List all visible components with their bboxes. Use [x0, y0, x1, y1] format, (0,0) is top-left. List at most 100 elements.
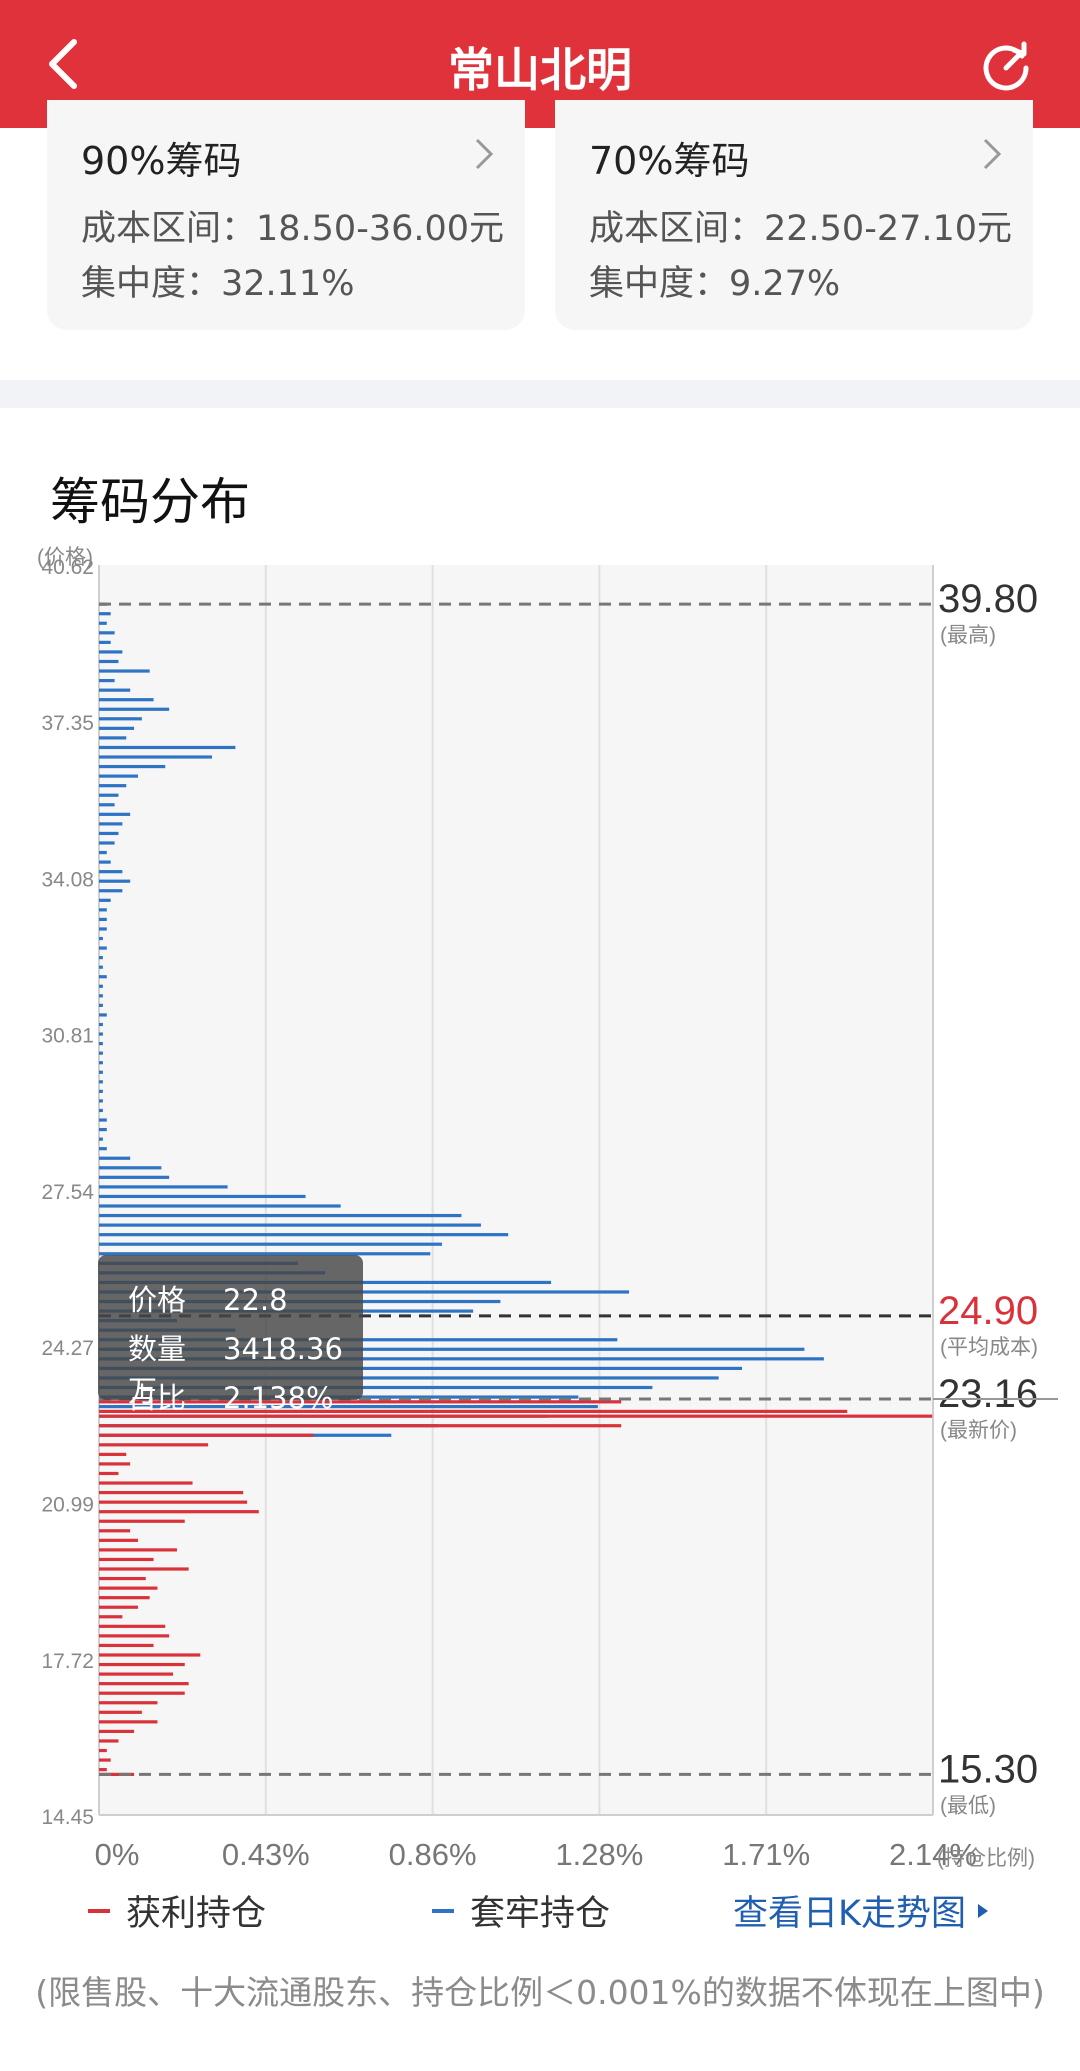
chart-bar [99, 707, 170, 711]
chart-bar [99, 917, 107, 922]
legend-profit-label: 获利持仓 [126, 1894, 267, 1934]
chart-bar [99, 698, 154, 702]
chart-bar [99, 1080, 103, 1084]
reference-note-label: (最高) [940, 624, 996, 647]
chart-bar [99, 822, 123, 826]
legend-profit-swatch [88, 1908, 110, 1913]
chart-bar [99, 1414, 933, 1418]
chart-bar [99, 669, 150, 673]
y-tick-label: 14.45 [41, 1806, 94, 1829]
view-kline-link[interactable]: 查看日K走势图 [733, 1885, 992, 1936]
chart-bar [99, 1156, 131, 1160]
chart-bar [99, 1481, 193, 1485]
chart-bar [99, 1462, 131, 1466]
section-title: 筹码分布 [50, 473, 250, 531]
cost-range: 成本区间：18.50-36.00元 [81, 209, 505, 249]
y-tick-label: 17.72 [41, 1650, 94, 1673]
chart-bar [99, 1586, 158, 1590]
chart-bar [99, 1729, 135, 1734]
chart-bar [99, 1213, 462, 1218]
chart-bar [99, 1022, 103, 1027]
chart-bar [99, 975, 107, 979]
legend-trapped-swatch [432, 1908, 454, 1913]
chart-bar [99, 1433, 314, 1437]
chart-bar [99, 1376, 719, 1380]
chart-bar [99, 1567, 189, 1571]
chart-bar [99, 908, 107, 912]
x-unit-label: (持仓比例) [937, 1847, 1035, 1870]
plot-area [99, 565, 933, 1815]
chart-bar [99, 1624, 166, 1628]
section-divider [0, 380, 1080, 408]
chart-bar [99, 1357, 824, 1361]
chart-bar [99, 1166, 162, 1170]
chart-bar [99, 1089, 103, 1093]
chart-tooltip: 价格 22.8 数量 3418.36万 占比 2.138% [98, 1255, 363, 1415]
legend-trapped-label: 套牢持仓 [470, 1894, 611, 1934]
chart-bar [99, 1290, 630, 1294]
chart-bar [99, 994, 103, 998]
chart-bar [99, 650, 123, 654]
reference-value-label: 23.16 [938, 1372, 1038, 1416]
chart-bar [99, 1175, 170, 1179]
chart-bar [99, 1223, 481, 1227]
concentration: 集中度：32.11% [81, 264, 355, 304]
chart-bar [99, 965, 103, 969]
chart-bar [99, 803, 115, 807]
chart-bar [99, 1605, 138, 1609]
chart-bar [99, 726, 135, 730]
view-kline-label: 查看日K走势图 [733, 1894, 966, 1934]
chart-bar [99, 1108, 103, 1113]
y-tick-label: 34.08 [41, 868, 94, 891]
chart-bar [99, 1003, 103, 1007]
y-tick-label: 40.62 [41, 556, 94, 579]
chart-bar [99, 1596, 150, 1600]
chart-bar [99, 1070, 103, 1074]
chart-bar [99, 1032, 103, 1036]
chart-bar [99, 812, 131, 816]
chart-bar [99, 1772, 135, 1776]
reference-value-label: 15.30 [938, 1747, 1038, 1791]
chip-card-90[interactable]: 90%筹码 成本区间：18.50-36.00元 集中度：32.11% [47, 100, 525, 330]
chart-bar [99, 1529, 131, 1533]
back-arrow-icon[interactable] [38, 36, 94, 92]
chart-bar [99, 1042, 103, 1046]
x-tick-label: 2.14% [889, 1837, 977, 1870]
reference-note-label: (平均成本) [940, 1336, 1038, 1359]
chart-bar [99, 1510, 259, 1514]
chart-bar [99, 831, 119, 836]
chart-bar [99, 1672, 174, 1676]
chart-bar [99, 898, 111, 902]
y-tick-label: 27.54 [41, 1181, 94, 1204]
chip-card-70[interactable]: 70%筹码 成本区间：22.50-27.10元 集中度：9.27% [555, 100, 1033, 330]
legend-profit: 获利持仓 [88, 1885, 266, 1936]
chart-bar [99, 1127, 107, 1132]
chart-bar [99, 870, 123, 874]
chart-bar [99, 1720, 158, 1724]
chart-bar [99, 755, 213, 759]
chart-bar [99, 736, 127, 740]
chart-bar [99, 1366, 743, 1371]
chart-bar [99, 1452, 127, 1456]
tooltip-ratio-value: 2.138% [223, 1381, 334, 1415]
x-tick-label: 1.28% [555, 1837, 643, 1870]
chart-bar [99, 1194, 306, 1199]
chip-distribution-chart[interactable]: 0% 0.43% 0.86% 1.28% 1.71% 2.14%(持仓比例) (价格)40.… [0, 540, 1080, 1870]
chart-bar [99, 659, 119, 664]
chart-bar [99, 946, 107, 950]
chart-bar [99, 1347, 805, 1351]
reference-note-label: (最低) [940, 1794, 996, 1817]
chevron-right-icon [983, 138, 1002, 170]
chart-bar [99, 1739, 119, 1743]
card-title: 70%筹码 [589, 139, 750, 183]
chart-bar [99, 678, 115, 683]
chart-bar [99, 936, 103, 941]
chart-bar [99, 956, 103, 960]
chart-bar [99, 1548, 177, 1552]
card-title: 90%筹码 [81, 139, 242, 183]
chart-bar [99, 1242, 442, 1246]
refresh-icon[interactable] [978, 38, 1034, 94]
y-tick-label: 30.81 [41, 1025, 94, 1048]
chart-bar [99, 1710, 142, 1714]
chart-bar [99, 1662, 185, 1667]
